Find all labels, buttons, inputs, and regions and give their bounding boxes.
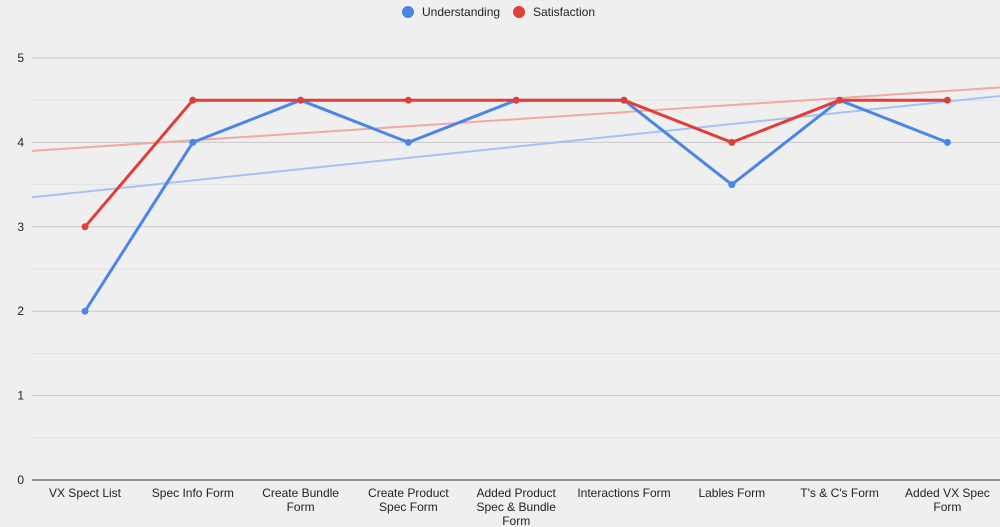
data-point-satisfaction[interactable] (189, 96, 197, 104)
data-point-satisfaction[interactable] (943, 96, 951, 104)
y-tick-label: 1 (17, 389, 24, 403)
series-line-understanding (83, 98, 949, 313)
x-tick-label: Interactions Form (577, 486, 670, 500)
legend-swatch-satisfaction (513, 6, 525, 18)
legend-item-satisfaction[interactable]: Satisfaction (513, 5, 595, 19)
data-point-understanding[interactable] (81, 307, 89, 315)
x-tick-label: Create Product Spec Form (368, 486, 449, 514)
y-tick-label: 2 (17, 304, 24, 318)
x-tick-label: Added VX Spec Form (905, 486, 990, 514)
data-point-satisfaction[interactable] (620, 96, 628, 104)
x-axis-labels: VX Spect List Spec Info Form Create Bundle… (49, 486, 990, 527)
legend-swatch-understanding (402, 6, 414, 18)
data-point-satisfaction[interactable] (404, 96, 412, 104)
series-lines (83, 98, 949, 313)
x-tick-label: Lables Form (698, 486, 765, 500)
series-points (81, 96, 951, 315)
legend-label-understanding: Understanding (422, 5, 500, 19)
data-point-satisfaction[interactable] (836, 96, 844, 104)
data-point-satisfaction[interactable] (512, 96, 520, 104)
data-point-satisfaction[interactable] (81, 223, 89, 231)
x-tick-label: Create Bundle Form (262, 486, 339, 514)
data-point-understanding[interactable] (943, 138, 951, 146)
y-tick-label: 3 (17, 220, 24, 234)
x-tick-label: T's & C's Form (800, 486, 879, 500)
legend-item-understanding[interactable]: Understanding (402, 5, 500, 19)
y-tick-label: 5 (17, 51, 24, 65)
y-axis-labels: 0 1 2 3 4 5 (17, 51, 24, 487)
gridlines (32, 57, 1000, 439)
y-tick-label: 0 (17, 473, 24, 487)
legend-label-satisfaction: Satisfaction (533, 5, 595, 19)
data-point-understanding[interactable] (189, 138, 197, 146)
x-tick-label: Added Product Spec & Bundle Form (477, 486, 557, 527)
x-tick-label: Spec Info Form (152, 486, 234, 500)
data-point-understanding[interactable] (728, 181, 736, 189)
y-tick-label: 4 (17, 135, 24, 149)
x-tick-label: VX Spect List (49, 486, 122, 500)
data-point-understanding[interactable] (404, 138, 412, 146)
legend: Understanding Satisfaction (402, 5, 595, 19)
data-point-satisfaction[interactable] (728, 138, 736, 146)
data-point-satisfaction[interactable] (297, 96, 305, 104)
trendline-understanding (31, 94, 1000, 199)
